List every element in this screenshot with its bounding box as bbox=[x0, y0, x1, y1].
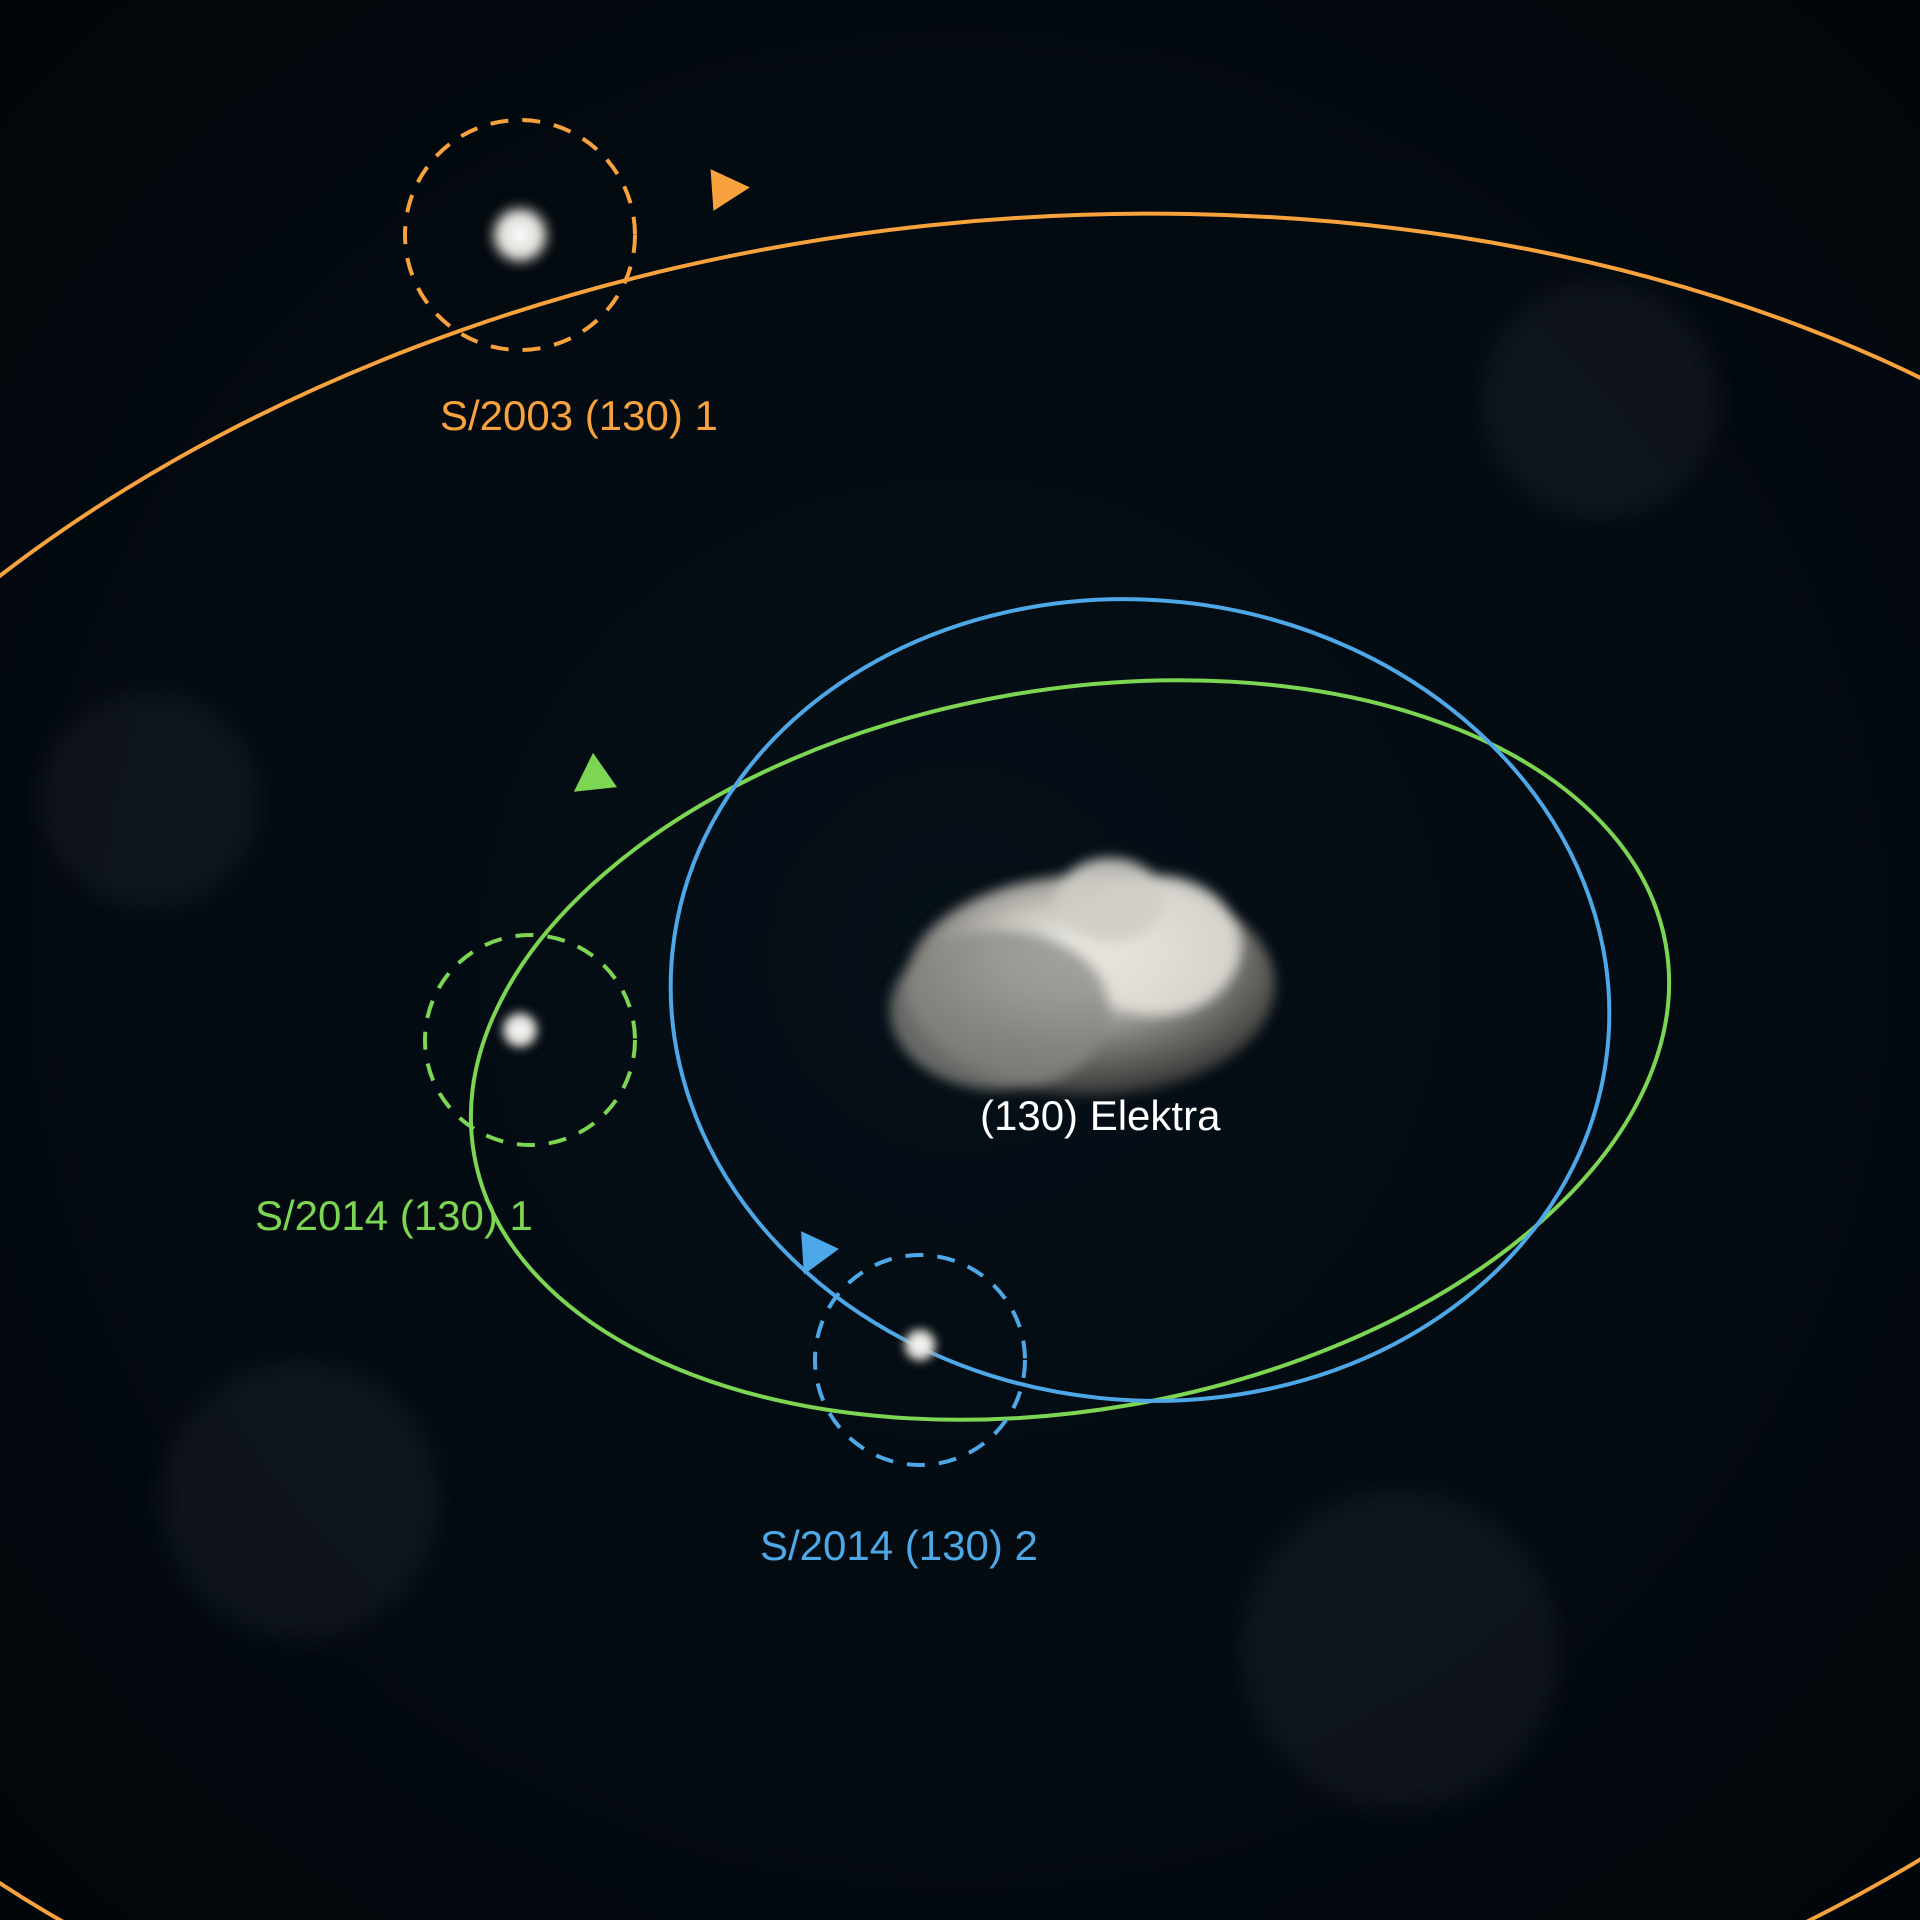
orbit-arrow-green bbox=[562, 753, 617, 809]
moon-label-green: S/2014 (130) 1 bbox=[255, 1192, 533, 1239]
background-noise bbox=[40, 280, 1720, 1810]
primary-label: (130) Elektra bbox=[980, 1092, 1221, 1139]
orbit-svg: S/2003 (130) 1 S/2014 (130) 1 S/2014 (130)… bbox=[0, 0, 1920, 1920]
primary-asteroid bbox=[890, 858, 1275, 1095]
markers-layer bbox=[405, 120, 1025, 1465]
moon-outer bbox=[486, 201, 554, 269]
orbit-arrow-outer bbox=[711, 167, 752, 211]
moon-blue bbox=[900, 1325, 940, 1365]
arrows-layer bbox=[562, 167, 839, 1284]
asteroid-system-diagram: S/2003 (130) 1 S/2014 (130) 1 S/2014 (130)… bbox=[0, 0, 1920, 1920]
moons-layer bbox=[486, 201, 940, 1365]
moon-green bbox=[498, 1008, 542, 1052]
moon-label-outer: S/2003 (130) 1 bbox=[440, 392, 718, 439]
moon-label-blue: S/2014 (130) 2 bbox=[760, 1522, 1038, 1569]
